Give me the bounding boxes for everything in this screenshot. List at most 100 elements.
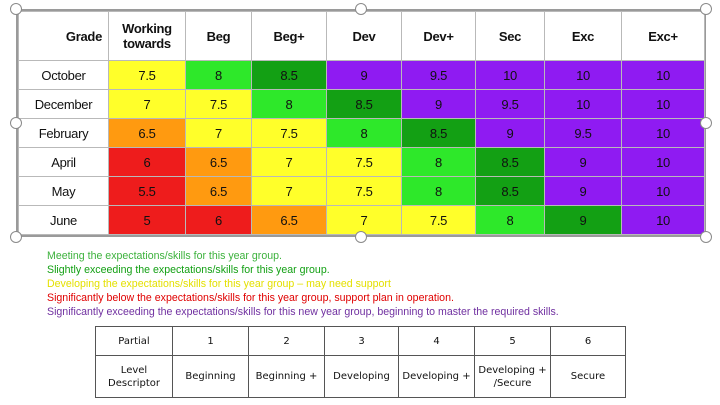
grade-cell: 9 xyxy=(544,205,622,235)
grade-cell: 7.5 xyxy=(251,118,327,148)
descriptor-cell: Level Descriptor xyxy=(95,355,173,398)
grade-cell: 10 xyxy=(621,118,705,148)
grade-header-level: Working towards xyxy=(108,11,186,61)
resize-handle-bottom-right[interactable] xyxy=(700,231,712,243)
grade-cell: 6.5 xyxy=(185,147,252,177)
grade-cell: 10 xyxy=(621,176,705,206)
descriptor-cell: 2 xyxy=(248,326,325,356)
descriptor-cell: 4 xyxy=(398,326,475,356)
grade-cell: 7 xyxy=(108,89,186,119)
descriptor-cell: 1 xyxy=(172,326,249,356)
descriptor-cell: 5 xyxy=(474,326,551,356)
grade-cell: 7.5 xyxy=(326,176,402,206)
grade-cell: 6.5 xyxy=(185,176,252,206)
descriptor-cell: Partial xyxy=(95,326,173,356)
grade-cell: 8 xyxy=(401,176,476,206)
descriptor-cell: Developing xyxy=(324,355,399,398)
grade-cell: 6 xyxy=(108,147,186,177)
grade-row: October 7.5 8 8.5 9 9.5 10 10 10 xyxy=(18,60,705,90)
grade-cell: 6 xyxy=(185,205,252,235)
descriptor-cell: 6 xyxy=(550,326,626,356)
grade-cell: 9.5 xyxy=(475,89,545,119)
grade-cell: 7 xyxy=(251,176,327,206)
grade-header-row: Grade Working towards Beg Beg+ Dev Dev+ S… xyxy=(18,11,705,61)
grade-header-level: Sec xyxy=(475,11,545,61)
grade-header-level: Dev xyxy=(326,11,402,61)
grade-row: April 6 6.5 7 7.5 8 8.5 9 10 xyxy=(18,147,705,177)
descriptor-row-partial: Partial 1 2 3 4 5 6 xyxy=(95,326,626,356)
grade-cell: 7 xyxy=(326,205,402,235)
legend-line-meeting: Meeting the expectations/skills for this… xyxy=(47,250,282,262)
grade-cell: 10 xyxy=(621,205,705,235)
descriptor-cell: Beginning xyxy=(172,355,249,398)
grade-cell: 7 xyxy=(185,118,252,148)
grade-cell: 8 xyxy=(475,205,545,235)
descriptor-cell: Beginning + xyxy=(248,355,325,398)
grade-cell: 7.5 xyxy=(326,147,402,177)
grade-cell: 9 xyxy=(544,176,622,206)
grade-cell: 10 xyxy=(544,60,622,90)
grade-cell: 10 xyxy=(621,147,705,177)
resize-handle-bottom-left[interactable] xyxy=(10,231,22,243)
grade-cell: 8.5 xyxy=(401,118,476,148)
grade-grid: Grade Working towards Beg Beg+ Dev Dev+ S… xyxy=(18,11,705,235)
grade-header-level: Exc+ xyxy=(621,11,705,61)
level-descriptor-table: Partial 1 2 3 4 5 6 Level Descriptor Beg… xyxy=(95,326,626,398)
color-legend: Meeting the expectations/skills for this… xyxy=(47,249,717,319)
grade-cell: 6.5 xyxy=(251,205,327,235)
grade-cell: 8 xyxy=(326,118,402,148)
grade-cell: 9.5 xyxy=(401,60,476,90)
legend-line-slightly-exceeding: Slightly exceeding the expectations/skil… xyxy=(47,264,330,276)
grade-row-month: October xyxy=(18,60,109,90)
grade-cell: 8.5 xyxy=(251,60,327,90)
grade-header-level: Exc xyxy=(544,11,622,61)
grade-cell: 7 xyxy=(251,147,327,177)
grade-row-month: June xyxy=(18,205,109,235)
grade-cell: 8 xyxy=(251,89,327,119)
grade-cell: 9 xyxy=(475,118,545,148)
resize-handle-bottom-middle[interactable] xyxy=(355,231,367,243)
grade-cell: 5.5 xyxy=(108,176,186,206)
grade-cell: 9 xyxy=(326,60,402,90)
grade-header-level: Beg xyxy=(185,11,252,61)
grade-row: June 5 6 6.5 7 7.5 8 9 10 xyxy=(18,205,705,235)
grade-cell: 7.5 xyxy=(401,205,476,235)
descriptor-cell: 3 xyxy=(324,326,399,356)
grade-row: December 7 7.5 8 8.5 9 9.5 10 10 xyxy=(18,89,705,119)
resize-handle-middle-right[interactable] xyxy=(700,117,712,129)
resize-handle-top-middle[interactable] xyxy=(355,3,367,15)
grade-row: February 6.5 7 7.5 8 8.5 9 9.5 10 xyxy=(18,118,705,148)
grade-header-level: Beg+ xyxy=(251,11,327,61)
descriptor-row-level: Level Descriptor Beginning Beginning + D… xyxy=(95,355,626,398)
grade-cell: 10 xyxy=(621,60,705,90)
grade-cell: 7.5 xyxy=(108,60,186,90)
resize-handle-middle-left[interactable] xyxy=(10,117,22,129)
descriptor-cell: Developing + xyxy=(398,355,475,398)
grade-cell: 8.5 xyxy=(326,89,402,119)
legend-line-developing: Developing the expectations/skills for t… xyxy=(47,278,391,290)
grade-cell: 6.5 xyxy=(108,118,186,148)
grade-row-month: May xyxy=(18,176,109,206)
grade-cell: 9 xyxy=(544,147,622,177)
grade-cell: 10 xyxy=(621,89,705,119)
grade-header-level: Dev+ xyxy=(401,11,476,61)
descriptor-cell: Secure xyxy=(550,355,626,398)
grade-cell: 8.5 xyxy=(475,176,545,206)
grade-cell: 5 xyxy=(108,205,186,235)
resize-handle-top-left[interactable] xyxy=(10,3,22,15)
grade-row-month: December xyxy=(18,89,109,119)
grade-header-corner: Grade xyxy=(18,11,109,61)
legend-line-significantly-exceeding: Significantly exceeding the expectations… xyxy=(47,306,559,318)
grade-row: May 5.5 6.5 7 7.5 8 8.5 9 10 xyxy=(18,176,705,206)
grade-cell: 8 xyxy=(185,60,252,90)
grade-cell: 8 xyxy=(401,147,476,177)
grade-cell: 10 xyxy=(475,60,545,90)
resize-handle-top-right[interactable] xyxy=(700,3,712,15)
legend-line-significantly-below: Significantly below the expectations/ski… xyxy=(47,292,454,304)
grade-cell: 10 xyxy=(544,89,622,119)
descriptor-cell: Developing + /Secure xyxy=(474,355,551,398)
grade-row-month: April xyxy=(18,147,109,177)
grade-cell: 9.5 xyxy=(544,118,622,148)
grade-cell: 9 xyxy=(401,89,476,119)
grade-cell: 8.5 xyxy=(475,147,545,177)
